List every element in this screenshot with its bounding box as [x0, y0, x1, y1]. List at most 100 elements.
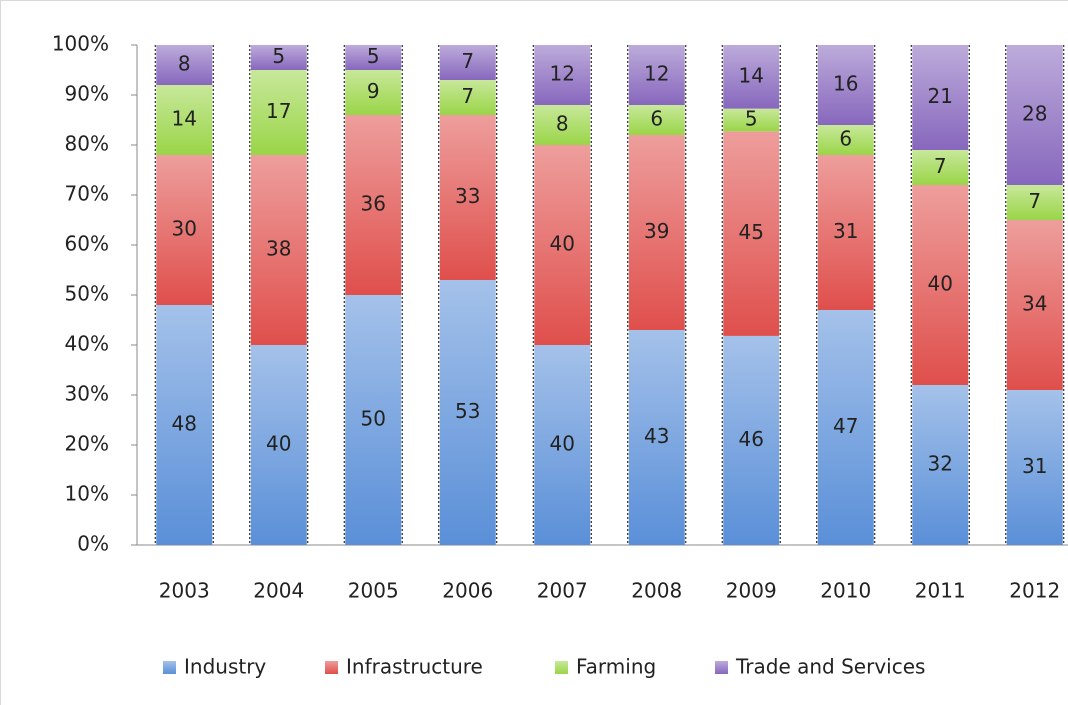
bar-segment: [723, 131, 780, 336]
value-label: 47: [833, 414, 858, 438]
value-label: 12: [550, 62, 575, 86]
value-label: 14: [739, 63, 764, 87]
legend-label: Farming: [576, 655, 656, 679]
legend-label: Infrastructure: [346, 655, 483, 679]
value-label: 28: [1022, 102, 1047, 126]
bar-segment: [817, 125, 874, 155]
value-label: 31: [1022, 454, 1047, 478]
bar-segment: [156, 85, 213, 155]
bar-segment: [912, 385, 969, 545]
bar-segment: [817, 155, 874, 310]
value-label: 36: [361, 192, 386, 216]
x-tick-label: 2008: [631, 579, 682, 603]
value-label: 17: [266, 99, 291, 123]
bar-segment: [345, 295, 402, 545]
bar-segment: [1006, 390, 1063, 545]
legend-label: Industry: [184, 655, 266, 679]
value-label: 6: [839, 127, 852, 151]
value-label: 16: [833, 72, 858, 96]
bar-segment: [534, 145, 591, 345]
bar-segment: [345, 115, 402, 295]
y-tick-label: 40%: [65, 332, 109, 356]
value-label: 5: [367, 44, 380, 68]
legend-label: Trade and Services: [735, 655, 925, 679]
value-label: 34: [1022, 292, 1047, 316]
value-label: 14: [172, 107, 197, 131]
value-label: 7: [934, 154, 947, 178]
y-tick-label: 100%: [52, 32, 109, 56]
bar-segment: [250, 155, 307, 345]
bar-segment: [156, 45, 213, 85]
bar-segment: [628, 105, 685, 135]
value-label: 32: [928, 452, 953, 476]
bar-segment: [723, 108, 780, 132]
x-tick-label: 2005: [348, 579, 399, 603]
bar-segment: [534, 345, 591, 545]
bar-segment: [817, 45, 874, 125]
value-label: 38: [266, 237, 291, 261]
legend-swatch: [163, 661, 176, 674]
y-tick-label: 90%: [65, 82, 109, 106]
value-label: 43: [644, 424, 669, 448]
value-label: 8: [556, 112, 569, 136]
value-label: 39: [644, 219, 669, 243]
bar-segment: [912, 150, 969, 185]
x-tick-label: 2012: [1009, 579, 1060, 603]
y-tick-label: 50%: [65, 282, 109, 306]
bar-segment: [628, 45, 685, 105]
value-label: 40: [266, 432, 291, 456]
y-tick-label: 10%: [65, 482, 109, 506]
bar-segment: [250, 45, 307, 70]
bar-segment: [1006, 185, 1063, 220]
value-label: 9: [367, 79, 380, 103]
bar-segment: [439, 80, 496, 115]
value-label: 45: [739, 220, 764, 244]
x-tick-label: 2007: [537, 579, 588, 603]
bar-segment: [912, 45, 969, 150]
y-tick-label: 20%: [65, 432, 109, 456]
bar-segment: [439, 280, 496, 545]
x-tick-label: 2003: [159, 579, 210, 603]
value-label: 40: [550, 232, 575, 256]
bar-segment: [723, 45, 780, 109]
value-label: 53: [455, 399, 480, 423]
value-label: 46: [739, 427, 764, 451]
x-tick-label: 2009: [726, 579, 777, 603]
y-tick-label: 60%: [65, 232, 109, 256]
x-tick-label: 2011: [915, 579, 966, 603]
bar-segment: [534, 45, 591, 105]
bar-segment: [439, 115, 496, 280]
value-label: 50: [361, 407, 386, 431]
value-label: 48: [172, 412, 197, 436]
legend-swatch: [715, 661, 728, 674]
bar-segment: [345, 45, 402, 70]
legend-swatch: [555, 661, 568, 674]
value-label: 33: [455, 184, 480, 208]
value-label: 21: [928, 84, 953, 108]
bar-segment: [912, 185, 969, 385]
y-tick-label: 80%: [65, 132, 109, 156]
value-label: 30: [172, 217, 197, 241]
bar-segment: [156, 155, 213, 305]
legend-swatch: [325, 661, 338, 674]
bar-segment: [1006, 220, 1063, 390]
value-label: 6: [650, 107, 663, 131]
bar-segment: [345, 70, 402, 115]
y-tick-label: 30%: [65, 382, 109, 406]
value-label: 5: [745, 107, 758, 131]
bar-segment: [1006, 45, 1063, 185]
x-tick-label: 2010: [820, 579, 871, 603]
value-label: 7: [461, 49, 474, 73]
bar-segment: [250, 70, 307, 155]
value-label: 5: [272, 44, 285, 68]
y-tick-label: 70%: [65, 182, 109, 206]
x-tick-label: 2004: [253, 579, 304, 603]
value-label: 8: [178, 52, 191, 76]
value-label: 31: [833, 219, 858, 243]
value-label: 40: [550, 432, 575, 456]
bar-segment: [628, 330, 685, 545]
bar-segment: [250, 345, 307, 545]
value-label: 12: [644, 62, 669, 86]
bar-segment: [439, 45, 496, 80]
